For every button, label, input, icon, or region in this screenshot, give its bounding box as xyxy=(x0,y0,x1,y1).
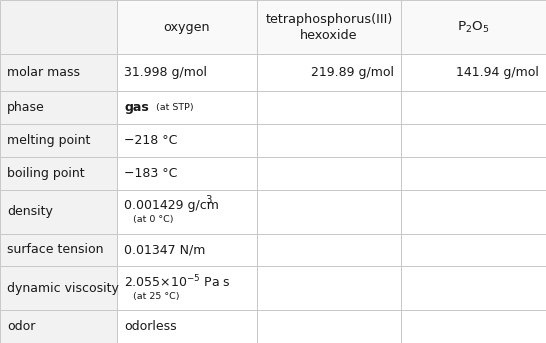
Bar xyxy=(257,91,401,124)
Bar xyxy=(117,54,257,91)
Text: $2.055{\times}10^{-5}$ Pa s: $2.055{\times}10^{-5}$ Pa s xyxy=(124,274,231,291)
Bar xyxy=(117,124,257,157)
Bar xyxy=(0,310,117,343)
Text: odorless: odorless xyxy=(124,320,177,333)
Text: oxygen: oxygen xyxy=(164,21,210,34)
Text: $\mathregular{P_2O_5}$: $\mathregular{P_2O_5}$ xyxy=(458,20,490,35)
Text: 31.998 g/mol: 31.998 g/mol xyxy=(124,66,207,79)
Text: 0.001429 g/cm: 0.001429 g/cm xyxy=(124,199,219,212)
Bar xyxy=(0,91,117,124)
Text: tetraphosphorus(III)
hexoxide: tetraphosphorus(III) hexoxide xyxy=(265,12,393,42)
Text: 219.89 g/mol: 219.89 g/mol xyxy=(311,66,394,79)
Bar xyxy=(401,124,546,157)
Bar xyxy=(401,91,546,124)
Text: 0.01347 N/m: 0.01347 N/m xyxy=(124,244,206,257)
Bar xyxy=(401,310,546,343)
Text: 3: 3 xyxy=(205,195,212,205)
Text: −183 °C: −183 °C xyxy=(124,167,178,180)
Bar xyxy=(0,157,117,190)
Bar xyxy=(117,157,257,190)
Text: (at 25 °C): (at 25 °C) xyxy=(133,292,180,301)
Bar xyxy=(117,190,257,234)
Bar xyxy=(401,157,546,190)
Bar xyxy=(257,0,401,54)
Text: −218 °C: −218 °C xyxy=(124,134,178,147)
Bar xyxy=(0,54,117,91)
Bar xyxy=(257,190,401,234)
Bar xyxy=(117,0,257,54)
Text: gas: gas xyxy=(124,101,149,114)
Text: 141.94 g/mol: 141.94 g/mol xyxy=(456,66,539,79)
Bar xyxy=(401,54,546,91)
Bar xyxy=(0,124,117,157)
Text: surface tension: surface tension xyxy=(7,244,104,257)
Bar xyxy=(401,0,546,54)
Bar xyxy=(117,266,257,310)
Text: boiling point: boiling point xyxy=(7,167,85,180)
Text: (at STP): (at STP) xyxy=(153,103,193,112)
Bar xyxy=(257,234,401,266)
Text: phase: phase xyxy=(7,101,45,114)
Bar xyxy=(401,234,546,266)
Bar xyxy=(257,157,401,190)
Bar xyxy=(117,234,257,266)
Text: (at 0 °C): (at 0 °C) xyxy=(133,215,174,224)
Text: dynamic viscosity: dynamic viscosity xyxy=(7,282,119,295)
Text: odor: odor xyxy=(7,320,35,333)
Bar xyxy=(0,234,117,266)
Bar xyxy=(257,266,401,310)
Bar xyxy=(401,266,546,310)
Text: density: density xyxy=(7,205,53,218)
Text: melting point: melting point xyxy=(7,134,91,147)
Bar xyxy=(0,190,117,234)
Bar xyxy=(257,54,401,91)
Bar xyxy=(117,310,257,343)
Bar xyxy=(257,124,401,157)
Bar xyxy=(117,91,257,124)
Text: molar mass: molar mass xyxy=(7,66,80,79)
Bar xyxy=(257,310,401,343)
Bar xyxy=(0,266,117,310)
Bar xyxy=(0,0,117,54)
Bar xyxy=(401,190,546,234)
